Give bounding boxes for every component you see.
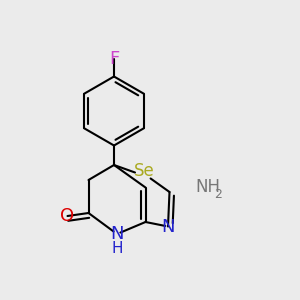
Text: N: N [161, 218, 175, 236]
Text: O: O [60, 207, 75, 225]
Text: F: F [109, 50, 119, 68]
Text: Se: Se [134, 162, 154, 180]
Text: 2: 2 [214, 188, 222, 202]
Text: H: H [112, 241, 123, 256]
Text: N: N [110, 225, 124, 243]
Text: NH: NH [195, 178, 220, 196]
